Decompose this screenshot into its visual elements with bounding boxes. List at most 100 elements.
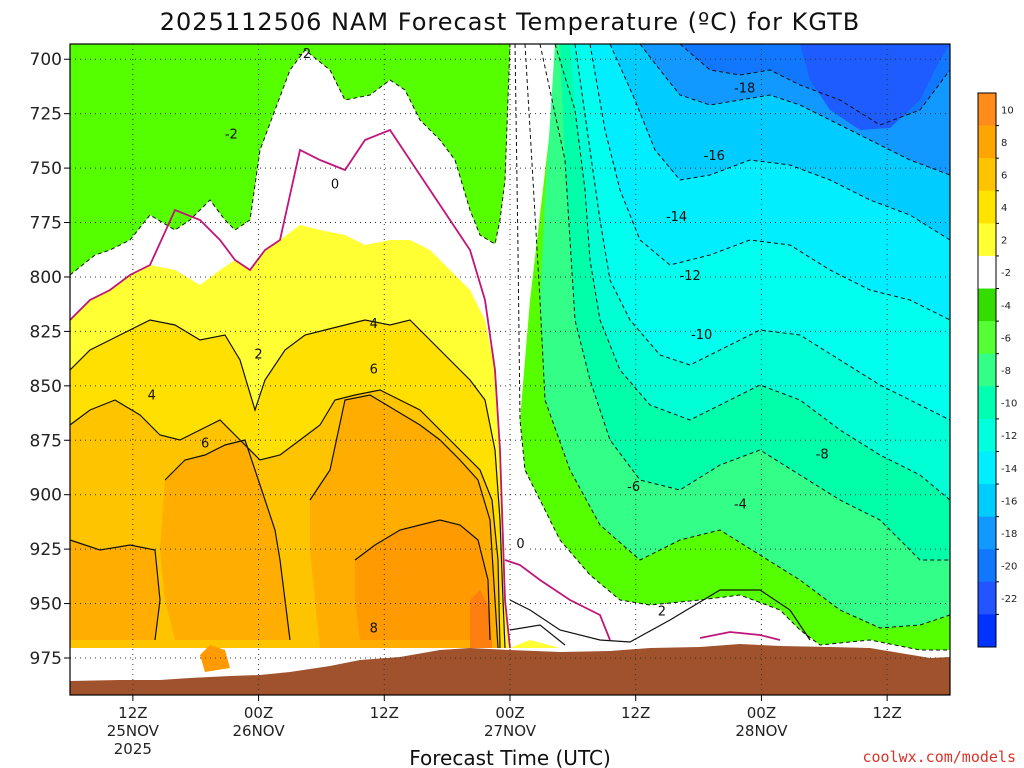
y-axis: 700 725 750 775 800 825 850 875 900 925 950 975: [30, 50, 70, 669]
contour-label: 4: [148, 389, 156, 404]
colorbar-tick-label: -2: [1001, 268, 1011, 279]
contour-label: 4: [370, 317, 378, 332]
plot-area: -2 -2 0 2 4 4 6 6 8 0 2 -4 -6 -8 -10 -12 -14 -16 -18: [69, 43, 951, 696]
contour-minus-6: [524, 43, 951, 629]
contour-label: -2: [298, 47, 311, 62]
contour-label: 6: [201, 437, 209, 452]
y-tick-label: 775: [30, 214, 62, 234]
contour-label-bg: [329, 176, 342, 191]
contour-2: [69, 319, 506, 649]
contour-minus-20: [679, 43, 951, 126]
colorbar-frame: [977, 92, 997, 648]
colorbar-tick-label: -12: [1001, 431, 1017, 442]
colorbar-swatch: [978, 581, 996, 615]
contour-label: 2: [658, 604, 666, 619]
colorbar-tick-label: -18: [1001, 529, 1017, 540]
colorbar-swatch: [978, 321, 996, 355]
contour-8: [354, 519, 491, 641]
contour-label: -18: [734, 82, 755, 97]
contour-minus-8: [539, 43, 950, 561]
contour-0-east: [504, 559, 781, 641]
x-tick-label: 12Z: [370, 704, 399, 722]
contour-label: 8: [370, 622, 378, 637]
colorbar-swatch: [978, 418, 996, 452]
colorbar: 10 8 6 4 2 -2 -4 -6 -8 -10 -12 -14 -16 -18 -20 -22: [977, 92, 1017, 648]
warm-contours: [69, 319, 811, 649]
colorbar-swatch: [978, 223, 996, 257]
contour-label: -2: [225, 127, 238, 142]
contour-minus-2: [69, 43, 511, 276]
colorbar-swatch: [978, 93, 996, 127]
colorbar-tick-label: 4: [1001, 203, 1007, 214]
x-tick-label: 00Z: [747, 704, 776, 722]
contour-2-near-cold: [509, 589, 811, 643]
contour-minus-4: [514, 43, 950, 651]
contour-4: [69, 389, 501, 649]
credit-text: coolwx.com/models: [862, 748, 1016, 766]
contour-label: -12: [680, 269, 701, 284]
band-10-plus: [470, 590, 492, 648]
colorbar-tick-label: -10: [1001, 399, 1017, 410]
contour-label: -16: [704, 149, 725, 164]
colorbar-swatch: [978, 386, 996, 420]
contour-label: -10: [691, 328, 712, 343]
contour-label: -8: [816, 448, 829, 463]
cold-contours: [69, 43, 951, 651]
y-tick-label: 725: [30, 105, 62, 125]
colorbar-tick-label: -22: [1001, 594, 1017, 605]
colorbar-swatch: [978, 255, 996, 290]
contour-label: 6: [370, 363, 378, 378]
x-tick-label: 00Z: [495, 704, 524, 722]
contour-minus-18: [639, 43, 951, 176]
x-tick-label: 12Z: [872, 704, 901, 722]
y-tick-label: 850: [30, 377, 62, 397]
y-tick-label: 875: [30, 431, 62, 451]
y-tick-label: 825: [30, 322, 62, 342]
contour-minus-10: [554, 43, 951, 501]
contour-0: [69, 128, 511, 649]
colorbar-tick-label: 2: [1001, 236, 1007, 247]
x-tick-label: 2025: [114, 740, 152, 758]
x-tick-label: 12Z: [118, 704, 147, 722]
contour-label: 0: [331, 178, 339, 193]
colorbar-swatch: [978, 549, 996, 583]
y-tick-label: 900: [30, 486, 62, 506]
colorbar-swatch: [978, 288, 996, 322]
contour-label: 2: [254, 347, 262, 362]
freezing-contour: [69, 128, 781, 649]
colorbar-swatch: [978, 353, 996, 387]
colorbar-swatch: [978, 451, 996, 485]
colorbar-swatch: [978, 484, 996, 518]
colorbar-swatch: [978, 614, 996, 648]
colorbar-tick-label: -20: [1001, 562, 1017, 573]
colorbar-swatch: [978, 190, 996, 224]
x-tick-label: 26NOV: [233, 722, 286, 740]
x-tick-label: 28NOV: [735, 722, 788, 740]
x-tick-label: 25NOV: [107, 722, 160, 740]
colorbar-tick-label: 10: [1001, 105, 1014, 116]
y-tick-label: 950: [30, 595, 62, 615]
y-tick-label: 925: [30, 540, 62, 560]
contour-label: -14: [666, 210, 687, 225]
chart-title: 2025112506 NAM Forecast Temperature (ºC)…: [160, 8, 861, 36]
y-tick-label: 750: [30, 159, 62, 179]
colorbar-swatch: [978, 125, 996, 159]
x-axis-label: Forecast Time (UTC): [409, 746, 611, 768]
band-minus-22: [800, 44, 950, 130]
colorbar-tick-label: -16: [1001, 496, 1017, 507]
colorbar-tick-label: 8: [1001, 138, 1007, 149]
colorbar-swatch: [978, 158, 996, 192]
y-tick-label: 700: [30, 50, 62, 70]
y-tick-label: 800: [30, 268, 62, 288]
colorbar-tick-label: -8: [1001, 366, 1011, 377]
colorbar-tick-label: -4: [1001, 301, 1011, 312]
colorbar-swatch: [978, 516, 996, 550]
band-8-to-10: [200, 520, 490, 672]
x-tick-label: 12Z: [621, 704, 650, 722]
contour-minus-14: [589, 43, 951, 321]
contour-2-small: [509, 624, 566, 646]
grid: [70, 44, 950, 695]
x-tick-label: 00Z: [244, 704, 273, 722]
contour-6: [69, 394, 499, 649]
